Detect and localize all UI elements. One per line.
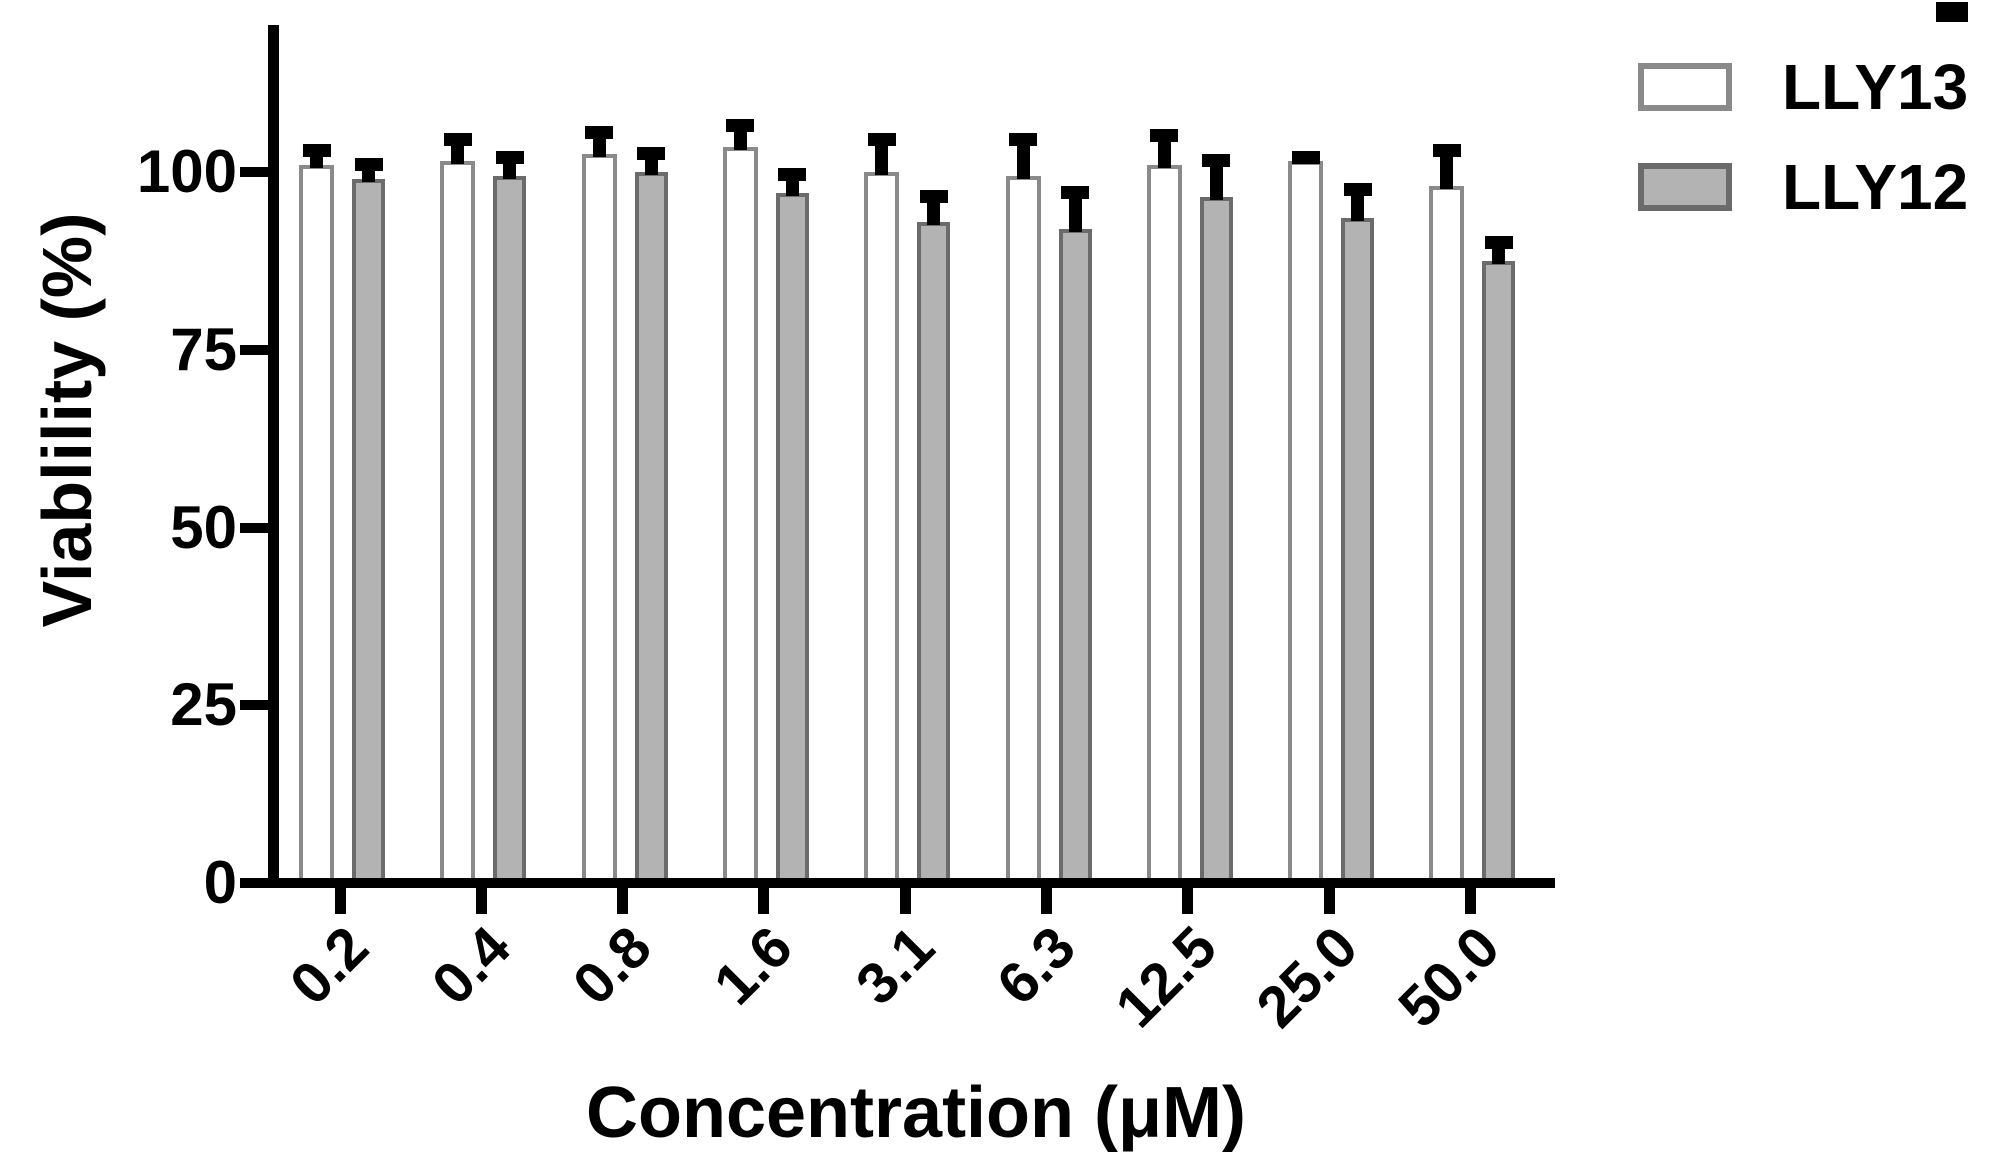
error-cap-lly13-1.6 — [726, 118, 755, 132]
bar-lly13-0.8 — [581, 154, 617, 888]
error-cap-lly13-12.5 — [1150, 129, 1179, 143]
error-cap-lly12-0.8 — [637, 147, 666, 161]
legend-label-lly12: LLY12 — [1782, 151, 1969, 223]
bar-lly12-0.4 — [493, 175, 527, 888]
error-cap-lly12-1.6 — [778, 168, 807, 182]
x-tick-label-0.2: 0.2 — [278, 914, 382, 1018]
error-cap-lly13-3.1 — [867, 132, 896, 146]
x-tick-0.2 — [334, 888, 346, 914]
y-tick-100 — [240, 167, 268, 177]
legend-label-lly13: LLY13 — [1782, 51, 1969, 123]
error-cap-lly12-0.4 — [495, 150, 524, 164]
legend: LLY13 LLY12 — [1638, 55, 1968, 219]
error-cap-lly12-6.3 — [1061, 186, 1089, 200]
x-tick-0.4 — [475, 888, 487, 914]
y-tick-label-0: 0 — [203, 849, 237, 916]
y-axis-line — [268, 25, 279, 888]
bar-lly12-3.1 — [917, 221, 951, 888]
bar-lly13-1.6 — [722, 147, 758, 888]
bar-lly13-0.4 — [440, 161, 476, 888]
bar-lly12-0.8 — [634, 172, 668, 888]
bar-lly12-0.2 — [352, 179, 385, 888]
bar-lly13-25.0 — [1288, 161, 1324, 888]
bar-lly12-1.6 — [775, 193, 809, 888]
y-tick-75 — [240, 344, 268, 355]
bar-lly12-25.0 — [1341, 218, 1375, 888]
error-cap-lly13-25.0 — [1291, 150, 1320, 164]
y-tick-label-75: 75 — [170, 315, 237, 383]
error-cap-lly13-50.0 — [1432, 143, 1461, 157]
x-tick-label-0.4: 0.4 — [419, 914, 523, 1018]
bar-lly13-0.2 — [299, 164, 334, 888]
x-tick-0.8 — [617, 888, 629, 914]
x-tick-label-1.6: 1.6 — [702, 914, 806, 1018]
x-tick-label-6.3: 6.3 — [984, 914, 1088, 1018]
x-tick-6.3 — [1041, 888, 1052, 914]
error-cap-lly13-0.4 — [443, 132, 472, 146]
bar-lly12-50.0 — [1482, 260, 1516, 888]
x-axis-title: Concentration (μM) — [586, 1073, 1246, 1153]
x-tick-50.0 — [1464, 888, 1476, 914]
error-cap-lly12-25.0 — [1343, 182, 1372, 196]
bar-lly12-6.3 — [1058, 228, 1092, 888]
x-tick-3.1 — [899, 888, 911, 914]
bar-lly13-6.3 — [1005, 175, 1041, 888]
legend-swatch-lly13 — [1638, 63, 1732, 111]
bar-lly12-12.5 — [1199, 196, 1233, 888]
x-tick-label-12.5: 12.5 — [1103, 914, 1229, 1040]
y-tick-label-25: 25 — [170, 671, 237, 739]
bar-lly13-50.0 — [1429, 186, 1465, 888]
error-cap-lly12-0.2 — [354, 157, 383, 171]
x-tick-label-50.0: 50.0 — [1385, 914, 1512, 1040]
error-cap-lly13-6.3 — [1009, 132, 1037, 146]
x-tick-label-0.8: 0.8 — [560, 914, 664, 1018]
y-tick-label-50: 50 — [170, 493, 237, 561]
x-tick-label-25.0: 25.0 — [1244, 914, 1371, 1040]
error-cap-lly12-50.0 — [1484, 235, 1513, 249]
y-tick-0 — [240, 878, 268, 888]
x-axis-line — [268, 878, 1555, 888]
bar-lly13-12.5 — [1146, 164, 1182, 888]
legend-item-lly12: LLY12 — [1638, 155, 1968, 219]
error-cap-lly13-0.2 — [302, 143, 331, 157]
legend-swatch-lly12 — [1638, 163, 1732, 211]
error-cap-lly13-0.8 — [585, 125, 614, 139]
x-tick-12.5 — [1182, 888, 1194, 914]
y-tick-25 — [240, 700, 268, 711]
y-axis-title: Viablility (%) — [28, 212, 106, 628]
error-cap-lly12-12.5 — [1202, 154, 1231, 168]
y-tick-label-100: 100 — [136, 138, 237, 205]
x-tick-1.6 — [758, 888, 770, 914]
legend-item-lly13: LLY13 — [1638, 55, 1968, 119]
x-tick-label-3.1: 3.1 — [843, 914, 947, 1018]
bar-lly13-3.1 — [864, 172, 900, 888]
x-tick-25.0 — [1323, 888, 1335, 914]
corner-mark — [1936, 2, 1968, 22]
error-cap-lly12-3.1 — [919, 189, 948, 203]
y-tick-50 — [240, 522, 268, 533]
